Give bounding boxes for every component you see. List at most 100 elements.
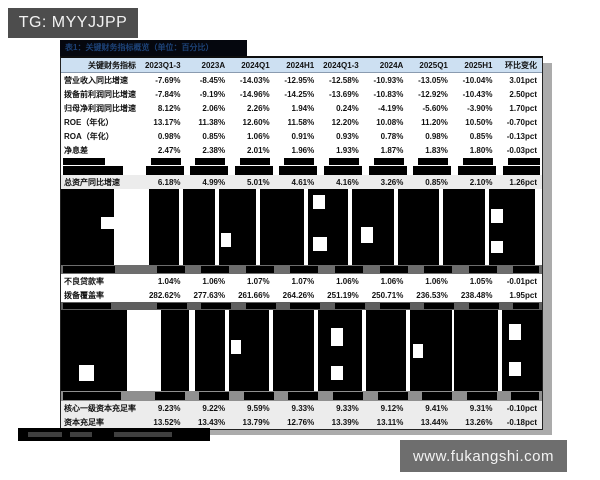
cell: 277.63%	[193, 290, 226, 300]
cell: 13.39%	[331, 417, 359, 427]
cell: 251.19%	[327, 290, 359, 300]
row-label: 不良贷款率	[64, 276, 104, 286]
cell: 1.94%	[291, 103, 315, 113]
cell: -7.84%	[155, 89, 181, 99]
table-title: 表1：关键财务指标概览（单位：百分比）	[60, 40, 247, 56]
cell: -4.19%	[377, 103, 404, 113]
cell: 11.38%	[198, 117, 226, 127]
column-header: 2025H1	[464, 60, 493, 70]
cell: -12.92%	[418, 89, 448, 99]
cell: 0.85%	[202, 131, 226, 141]
row-label: 核心一级资本充足率	[64, 403, 136, 413]
cell: 1.95pct	[509, 290, 537, 300]
column-header: 环比变化	[505, 60, 537, 70]
cell: 3.26%	[380, 177, 404, 187]
cell: 282.62%	[148, 290, 181, 300]
cell: 9.59%	[246, 403, 270, 413]
cell: 2.10%	[469, 177, 493, 187]
table-body: 关键财务指标 2023Q1-3 2023A 2024Q1 2024H1 2024Q1-3 2…	[60, 56, 543, 430]
cell: -12.95%	[284, 75, 315, 85]
cell: 1.93%	[336, 145, 359, 155]
table-row: 核心一级资本充足率 9.23% 9.22% 9.59% 9.33% 9.33% …	[61, 401, 542, 415]
table-row: ROA（年化） 0.98% 0.85% 1.06% 0.91% 0.93% 0.…	[61, 129, 542, 143]
cell: 11.58%	[287, 117, 315, 127]
column-header: 2024Q1-3	[323, 60, 359, 70]
cell: 1.05%	[469, 276, 493, 286]
cell: -0.10pct	[506, 403, 537, 413]
tg-watermark-badge: TG: MYYJJPP	[8, 8, 138, 38]
column-header: 2023A	[201, 60, 226, 70]
cell: -0.01pct	[506, 276, 537, 286]
row-label: ROE（年化）	[64, 117, 114, 127]
cell: 0.93%	[336, 131, 359, 141]
cell: 10.08%	[376, 117, 404, 127]
cell: 4.61%	[291, 177, 315, 187]
cell: 1.83%	[425, 145, 448, 155]
cell: 11.20%	[421, 117, 448, 127]
cell: -10.83%	[373, 89, 404, 99]
cell: 2.50pct	[509, 89, 537, 99]
column-header: 关键财务指标	[88, 60, 136, 70]
row-label: 净息差	[64, 145, 88, 155]
cell: 8.12%	[157, 103, 181, 113]
cell: -0.13pct	[506, 131, 537, 141]
cell: 0.78%	[380, 131, 404, 141]
cell: 0.24%	[336, 103, 359, 113]
cell: 1.06%	[380, 276, 404, 286]
cell: -12.58%	[328, 75, 359, 85]
cell: 236.53%	[416, 290, 448, 300]
cell: 1.06%	[425, 276, 448, 286]
cell: 13.52%	[153, 417, 181, 427]
cell: 1.07%	[246, 276, 270, 286]
cell: 0.98%	[425, 131, 448, 141]
column-header: 2024H1	[286, 60, 315, 70]
cell: -14.25%	[284, 89, 315, 99]
table-row: ROE（年化） 13.17% 11.38% 12.60% 11.58% 12.2…	[61, 115, 542, 129]
cell: -0.70pct	[506, 117, 537, 127]
cell: -10.43%	[462, 89, 493, 99]
row-label: 资本充足率	[64, 417, 104, 427]
column-header: 2024Q1	[241, 60, 270, 70]
cell: 9.31%	[469, 403, 493, 413]
cell: 250.71%	[371, 290, 404, 300]
row-label: 营业收入同比增速	[64, 75, 128, 85]
cell: 13.17%	[153, 117, 181, 127]
cell: 13.26%	[465, 417, 493, 427]
capital-rows: 核心一级资本充足率 9.23% 9.22% 9.59% 9.33% 9.33% …	[61, 401, 542, 429]
cell: -0.03pct	[506, 145, 537, 155]
cell: 9.22%	[202, 403, 226, 413]
cell: 12.60%	[242, 117, 270, 127]
cell: 13.79%	[242, 417, 270, 427]
table-row: 归母净利润同比增速 8.12% 2.06% 2.26% 1.94% 0.24% …	[61, 101, 542, 115]
cell: 13.43%	[197, 417, 226, 427]
row-label: 拨备覆盖率	[64, 290, 104, 300]
cell: 9.12%	[380, 403, 404, 413]
redacted-row	[61, 391, 542, 401]
row-label: 总资产同比增速	[64, 177, 120, 187]
cell: 0.85%	[469, 131, 493, 141]
source-redaction-bar	[18, 428, 210, 441]
cell: 1.06%	[246, 131, 270, 141]
cell: 4.16%	[336, 177, 359, 187]
table-row: 拨备覆盖率 282.62% 277.63% 261.66% 264.26% 25…	[61, 288, 542, 302]
cell: -14.96%	[239, 89, 270, 99]
cell: 9.33%	[291, 403, 315, 413]
asset-rows: 总资产同比增速 6.18% 4.99% 5.01% 4.61% 4.16% 3.…	[61, 175, 542, 189]
cell: 9.23%	[157, 403, 181, 413]
table-row: 净息差 2.47% 2.38% 2.01% 1.96% 1.93% 1.87% …	[61, 143, 542, 157]
cell: 13.44%	[420, 417, 448, 427]
redacted-row	[61, 302, 542, 310]
column-header: 2024A	[379, 60, 404, 70]
redacted-row	[61, 265, 542, 274]
table-row: 资本充足率 13.52% 13.43% 13.79% 12.76% 13.39%…	[61, 415, 542, 429]
cell: 5.01%	[246, 177, 270, 187]
cell: 0.91%	[291, 131, 315, 141]
cell: -0.18pct	[506, 417, 537, 427]
cell: 1.04%	[157, 276, 181, 286]
cell: -8.45%	[199, 75, 226, 85]
financial-table: 表1：关键财务指标概览（单位：百分比） 关键财务指标 2023Q1-3 2023A 2…	[60, 40, 543, 430]
cell: 1.26pct	[509, 177, 537, 187]
cell: 9.41%	[425, 403, 448, 413]
cell: 2.38%	[202, 145, 226, 155]
cell: -10.93%	[373, 75, 404, 85]
